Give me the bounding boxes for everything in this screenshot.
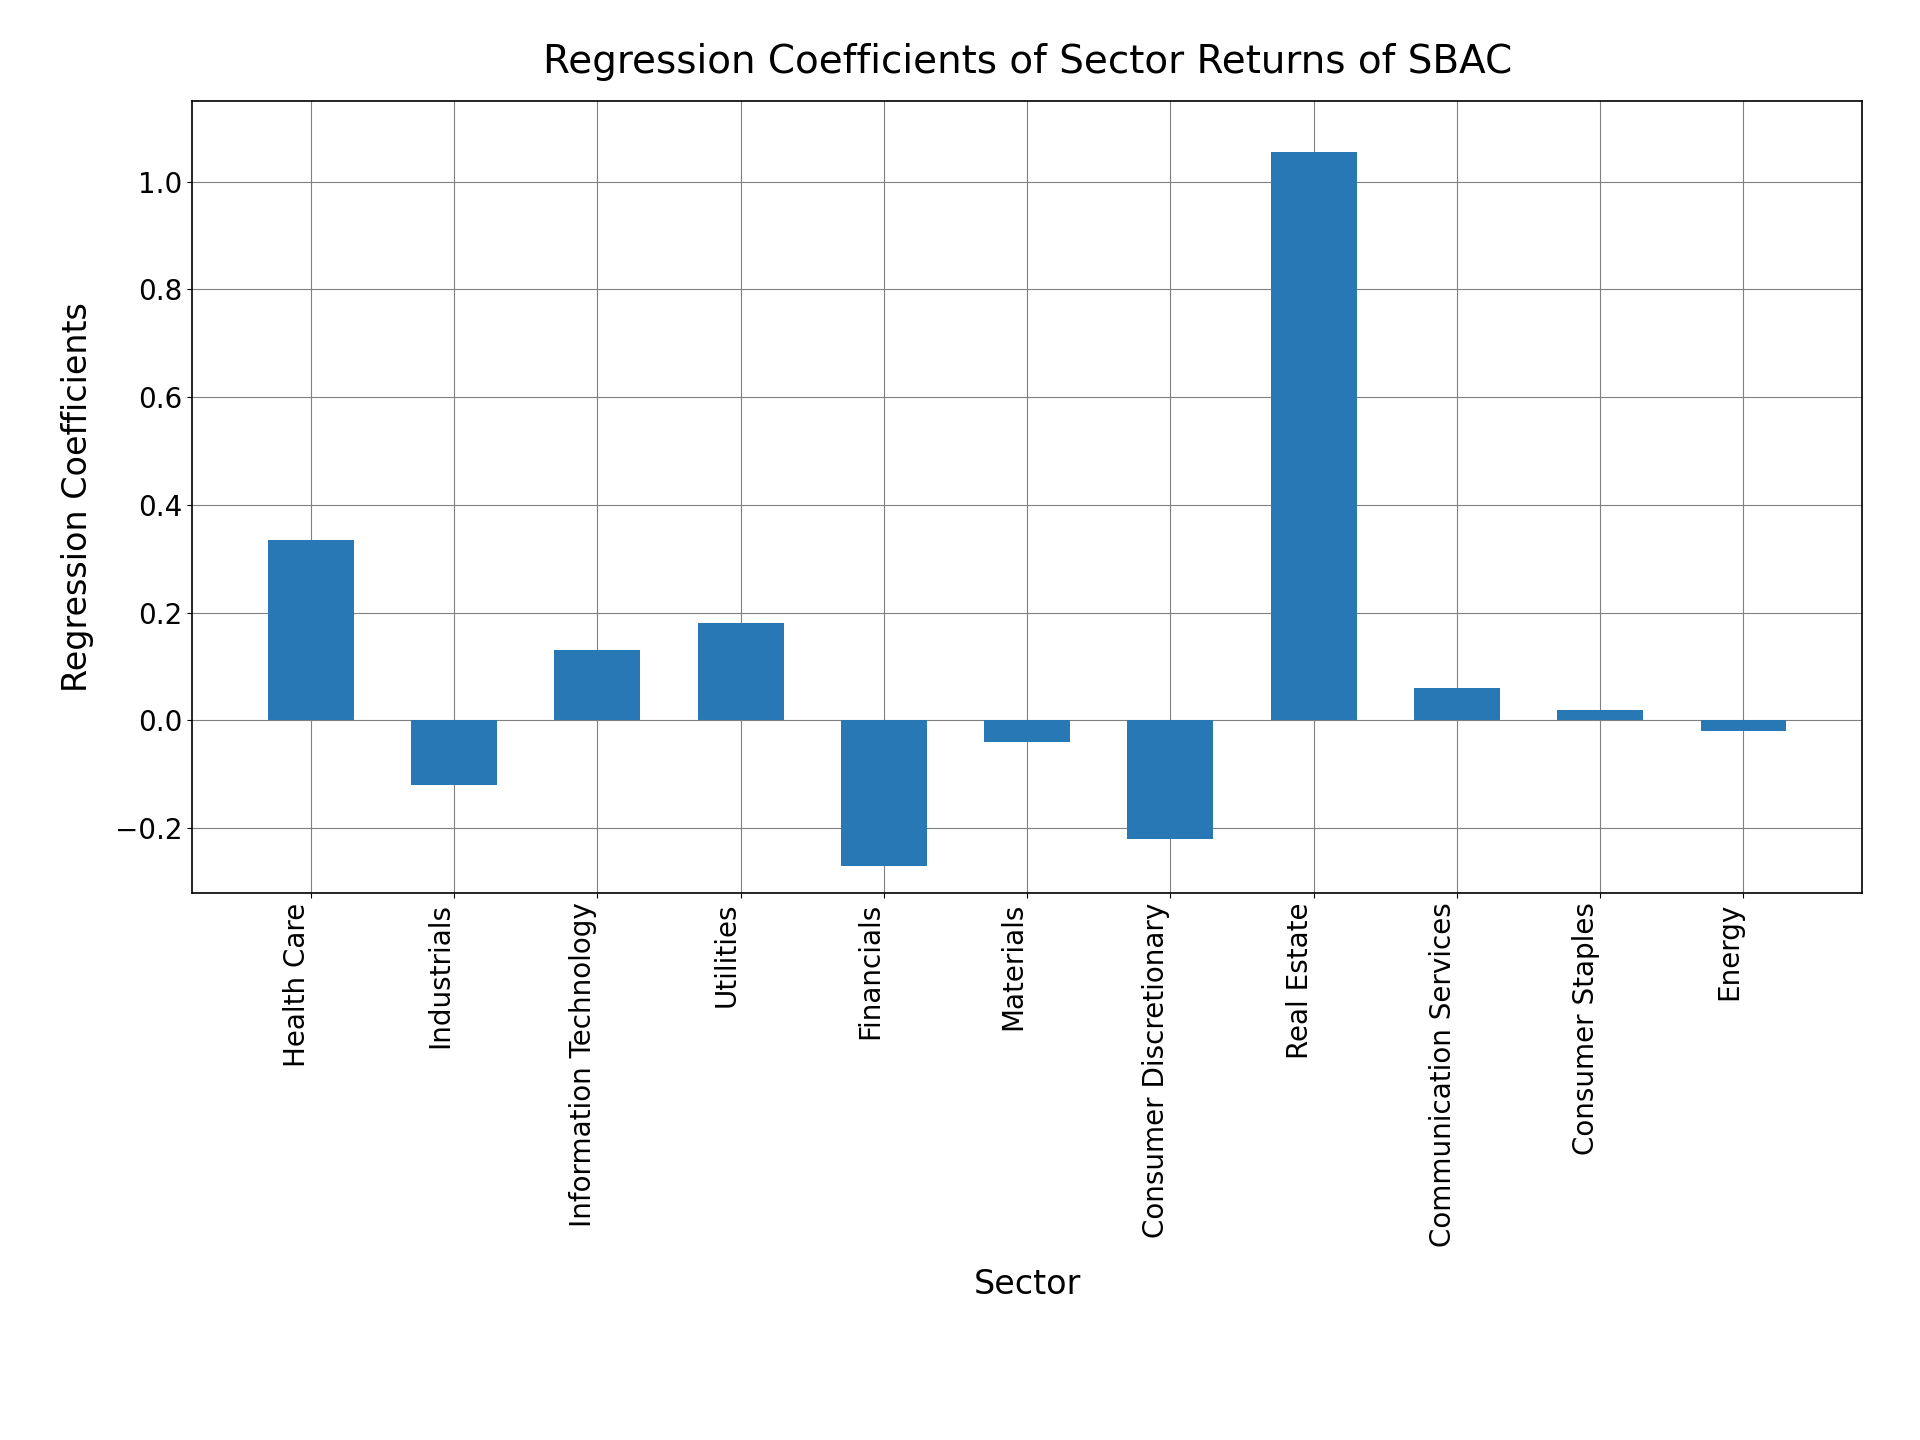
Bar (1413, 688, 1500, 720)
Bar (411, 720, 497, 785)
Y-axis label: Regression Coefficients: Regression Coefficients (61, 302, 94, 691)
X-axis label: Sector: Sector (973, 1269, 1081, 1302)
Title: Regression Coefficients of Sector Returns of SBAC: Regression Coefficients of Sector Return… (543, 43, 1511, 81)
Bar (1557, 710, 1644, 720)
Bar (841, 720, 927, 865)
Bar (555, 651, 641, 720)
Bar (269, 540, 353, 720)
Bar (985, 720, 1069, 742)
Bar (697, 624, 783, 720)
Bar (1701, 720, 1786, 732)
Bar (1127, 720, 1213, 840)
Bar (1271, 153, 1357, 720)
